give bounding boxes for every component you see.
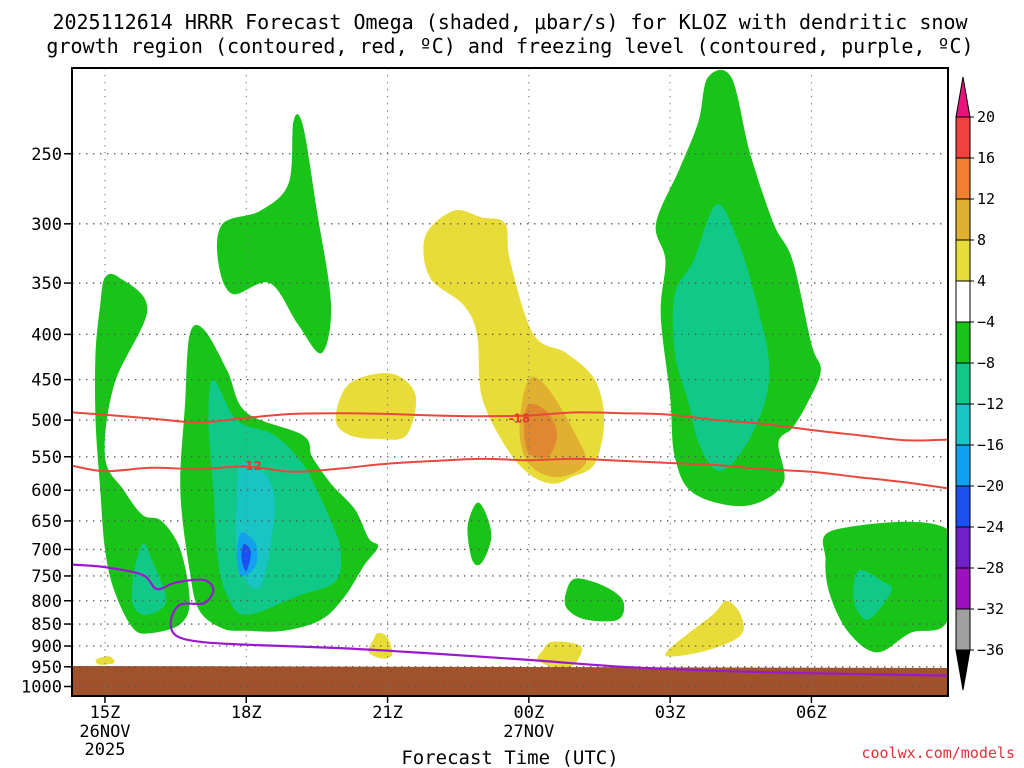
colorbar-swatch (955, 157, 971, 200)
omega-region-3 (216, 114, 332, 354)
colorbar-swatch (955, 280, 971, 323)
chart-title-line-1: 2025112614 HRRR Forecast Omega (shaded, … (52, 10, 968, 34)
y-tick-label: 500 (31, 411, 62, 431)
plot-frame (71, 67, 949, 697)
colorbar-label: 20 (977, 108, 995, 126)
x-tick-date: 26NOV (79, 722, 130, 742)
colorbar-label: −32 (977, 600, 1004, 618)
colorbar-swatch (955, 321, 971, 364)
colorbar: 20 16 12 8 4 −4 −8 −12 −16 −20 −24 −28 −32 −36 (955, 76, 1004, 691)
freezing-level-layer (72, 563, 948, 677)
colorbar-swatch (955, 116, 971, 159)
colorbar-swatch (955, 362, 971, 405)
colorbar-label: 16 (977, 149, 995, 167)
y-tick-label: 400 (31, 325, 62, 345)
colorbar-swatch (955, 403, 971, 446)
colorbar-label: −4 (977, 313, 995, 331)
chart-title-line-2: growth region (contoured, red, ºC) and f… (46, 34, 973, 58)
omega-region-16 (335, 373, 417, 440)
ground-surface (72, 666, 948, 696)
colorbar-label: 12 (977, 190, 995, 208)
x-axis-title: Forecast Time (UTC) (401, 747, 618, 768)
colorbar-swatch (955, 485, 971, 528)
omega-region-19 (665, 600, 744, 657)
x-tick-date: 27NOV (503, 722, 554, 742)
y-tick-label: 900 (31, 637, 62, 657)
colorbar-over-arrow (955, 76, 971, 118)
y-tick-label: 700 (31, 540, 62, 560)
dgz-contour-label: -12 (240, 459, 262, 473)
y-tick-label: 550 (31, 448, 62, 468)
colorbar-swatch (955, 444, 971, 487)
y-tick-label: 800 (31, 592, 62, 612)
y-tick-label: 600 (31, 481, 62, 501)
omega-shading-layer (94, 69, 948, 669)
colorbar-label: −20 (977, 477, 1004, 495)
omega-region-5 (564, 578, 625, 622)
x-tick-label: 21Z (372, 703, 403, 723)
colorbar-label: 8 (977, 231, 986, 249)
y-tick-label: 450 (31, 371, 62, 391)
y-tick-label: 300 (31, 215, 62, 235)
y-tick-label: 1000 (21, 678, 62, 698)
x-tick-label: 06Z (796, 703, 827, 723)
colorbar-label: −8 (977, 354, 995, 372)
x-tick-label: 18Z (231, 703, 262, 723)
y-tick-label: 650 (31, 512, 62, 532)
y-axis: 2503003504004505005506006507007508008509… (21, 145, 72, 698)
omega-region-14 (241, 543, 252, 571)
colorbar-label: −16 (977, 436, 1004, 454)
x-tick-label: 00Z (513, 703, 544, 723)
colorbar-swatch (955, 526, 971, 569)
y-tick-label: 750 (31, 567, 62, 587)
colorbar-label: −28 (977, 559, 1004, 577)
colorbar-swatch (955, 239, 971, 282)
colorbar-swatch (955, 198, 971, 241)
x-tick-label: 15Z (90, 703, 121, 723)
y-tick-label: 850 (31, 615, 62, 635)
omega-region-22 (524, 403, 558, 459)
colorbar-label: 4 (977, 272, 986, 290)
omega-region-1 (94, 273, 190, 634)
dgz-contour-label: -18 (509, 411, 531, 425)
ground-layer (72, 666, 948, 696)
y-tick-label: 250 (31, 145, 62, 165)
omega-region-10 (672, 203, 770, 471)
omega-region-20 (95, 656, 115, 665)
credit-text: coolwx.com/models (861, 744, 1015, 762)
colorbar-label: −12 (977, 395, 1004, 413)
colorbar-swatch (955, 567, 971, 610)
colorbar-label: −24 (977, 518, 1004, 536)
y-tick-label: 950 (31, 658, 62, 678)
y-tick-label: 350 (31, 274, 62, 294)
colorbar-under-arrow (955, 649, 971, 691)
dgz-contour--18 (72, 411, 948, 442)
dgz-contour-layer: -18 -12 (72, 411, 948, 490)
colorbar-swatch (955, 608, 971, 651)
x-tick-year: 2025 (84, 740, 125, 760)
x-tick-label: 03Z (655, 703, 686, 723)
freezing-level-line (72, 563, 948, 677)
plot-area: -18 -12 (71, 67, 949, 697)
dgz-contour--12 (72, 457, 948, 490)
omega-region-11 (853, 570, 892, 620)
colorbar-label: −36 (977, 641, 1004, 659)
